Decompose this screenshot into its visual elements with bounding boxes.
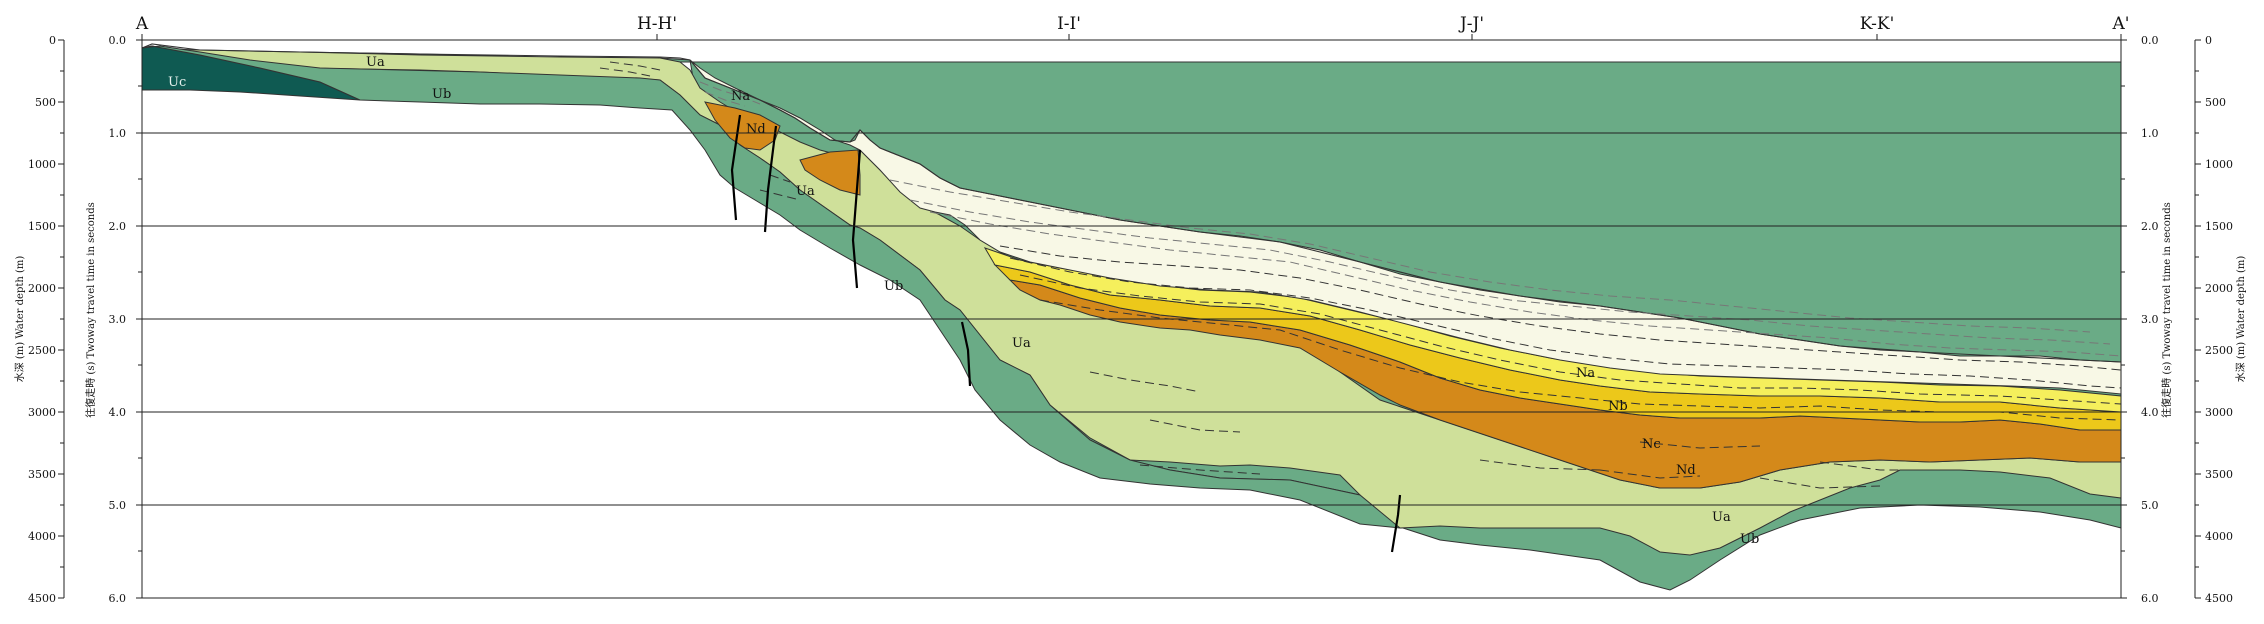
label-nc: Nc [1642, 437, 1661, 452]
label-nd-2: Nd [1676, 463, 1696, 478]
twt-tick-right-5: 5.0 [2141, 499, 2159, 512]
section-labels: A H-H' I-I' J-J' K-K' A' [135, 14, 2130, 34]
label-ua-4: Ua [1712, 510, 1731, 525]
label-ub-2: Ub [884, 279, 903, 294]
twt-tick-left-2: 2.0 [109, 220, 127, 233]
label-start-a: A [135, 14, 149, 34]
twt-tick-right-1: 1.0 [2141, 127, 2159, 140]
twt-tick-left-0: 0.0 [109, 34, 127, 47]
left-twt-axis: 0.0 1.0 2.0 3.0 4.0 5.0 6.0 往復走時 (s) Two… [84, 34, 142, 605]
depth-tick-left-8: 4000 [28, 530, 56, 543]
label-na-2: Na [1576, 366, 1595, 381]
label-ub-3: Ub [1740, 532, 1759, 547]
right-depth-axis: 0 500 1000 1500 2000 2500 3000 3500 4000… [2194, 34, 2247, 605]
depth-tick-right-1: 500 [2205, 96, 2226, 109]
twt-tick-left-4: 4.0 [109, 406, 127, 419]
depth-tick-right-4: 2000 [2205, 282, 2233, 295]
internal-reflectors [599, 61, 2122, 489]
depth-tick-right-5: 2500 [2205, 344, 2233, 357]
twt-tick-left-3: 3.0 [109, 313, 127, 326]
right-twt-axis: 0.0 1.0 2.0 3.0 4.0 5.0 6.0 往復走時 (s) Two… [2121, 34, 2173, 605]
label-ua-1: Ua [366, 55, 385, 70]
left-twt-label: 往復走時 (s) Twoway travel time in seconds [84, 202, 97, 418]
depth-tick-right-6: 3000 [2205, 406, 2233, 419]
label-ub-1: Ub [432, 87, 451, 102]
depth-tick-left-0: 0 [49, 34, 56, 47]
label-uc: Uc [168, 75, 186, 90]
depth-tick-right-9: 4500 [2205, 592, 2233, 605]
depth-tick-left-5: 2500 [28, 344, 56, 357]
twt-tick-right-2: 2.0 [2141, 220, 2159, 233]
twt-tick-left-1: 1.0 [109, 127, 127, 140]
twt-tick-left-5: 5.0 [109, 499, 127, 512]
twt-tick-right-4: 4.0 [2141, 406, 2159, 419]
layer-nd-2 [799, 149, 861, 196]
label-crossing-j: J-J' [1458, 14, 1484, 34]
depth-tick-right-2: 1000 [2205, 158, 2233, 171]
depth-tick-left-9: 4500 [28, 592, 56, 605]
depth-tick-right-0: 0 [2205, 34, 2212, 47]
label-crossing-k: K-K' [1860, 14, 1895, 34]
label-ua-2: Ua [796, 184, 815, 199]
depth-tick-right-8: 4000 [2205, 530, 2233, 543]
depth-tick-left-4: 2000 [28, 282, 56, 295]
depth-tick-right-3: 1500 [2205, 220, 2233, 233]
right-depth-label: 水深 (m) Water depth (m) [2235, 256, 2247, 383]
left-depth-axis: 0 500 1000 1500 2000 2500 3000 3500 4000… [14, 34, 65, 605]
label-ua-3: Ua [1012, 336, 1031, 351]
twt-tick-left-6: 6.0 [109, 592, 127, 605]
geologic-layers [141, 43, 2122, 591]
label-nb: Nb [1608, 399, 1628, 414]
label-end-a-prime: A' [2112, 14, 2130, 34]
seafloor [141, 43, 2122, 363]
right-twt-label: 往復走時 (s) Twoway travel time in seconds [2160, 202, 2173, 418]
depth-tick-left-6: 3000 [28, 406, 56, 419]
label-crossing-i: I-I' [1057, 14, 1081, 34]
twt-tick-right-3: 3.0 [2141, 313, 2159, 326]
depth-tick-left-1: 500 [35, 96, 56, 109]
twt-tick-right-6: 6.0 [2141, 592, 2159, 605]
depth-tick-right-7: 3500 [2205, 468, 2233, 481]
label-na-1: Na [731, 89, 750, 104]
depth-tick-left-7: 3500 [28, 468, 56, 481]
label-nd-1: Nd [746, 122, 766, 137]
layer-ub-upper [141, 45, 1402, 529]
layer-nd [704, 101, 781, 151]
depth-tick-left-2: 1000 [28, 158, 56, 171]
twt-tick-right-0: 0.0 [2141, 34, 2159, 47]
depth-tick-left-3: 1500 [28, 220, 56, 233]
label-crossing-h: H-H' [637, 14, 677, 34]
left-depth-label: 水深 (m) Water depth (m) [14, 256, 26, 383]
